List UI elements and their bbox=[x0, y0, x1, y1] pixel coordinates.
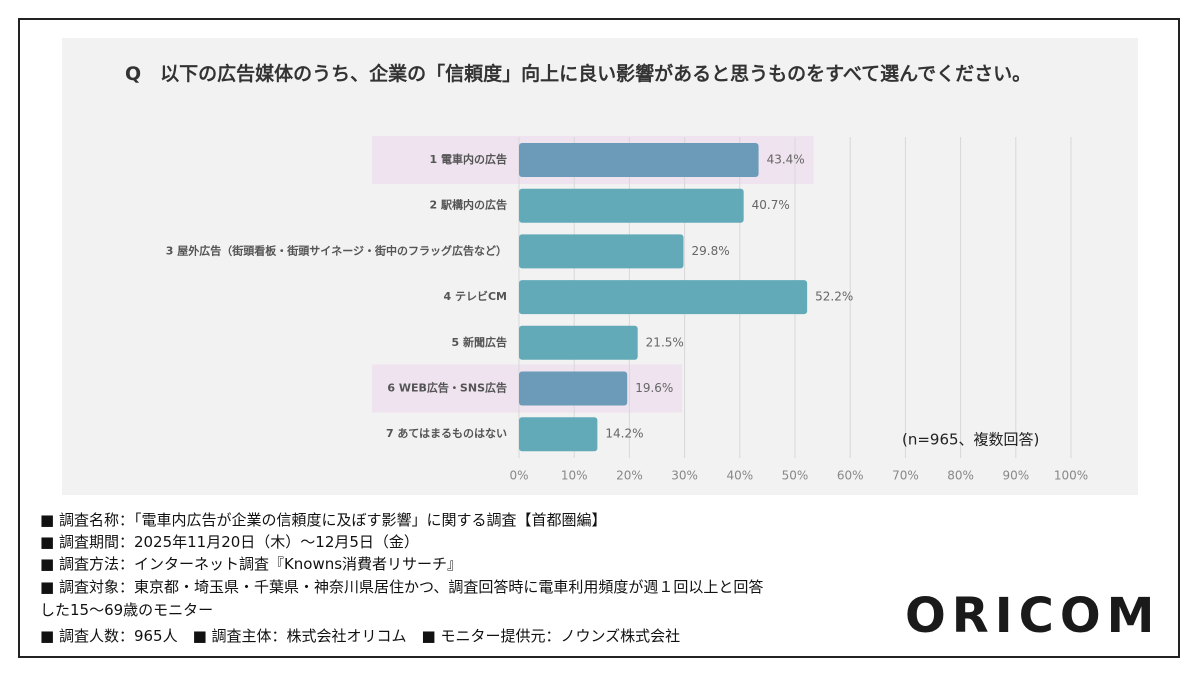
x-tick-label: 20% bbox=[616, 469, 643, 483]
category-label: 1 電車内の広告 bbox=[430, 152, 507, 166]
value-label: 19.6% bbox=[635, 381, 673, 395]
chart-title: Q 以下の広告媒体のうち、企業の「信頼度」向上に良い影響があると思うものをすべて… bbox=[125, 63, 1032, 85]
bar bbox=[519, 325, 638, 360]
x-tick-label: 0% bbox=[509, 469, 528, 483]
x-tick-label: 80% bbox=[947, 469, 974, 483]
category-label: 5 新聞広告 bbox=[452, 335, 507, 349]
category-label: 6 WEB広告・SNS広告 bbox=[387, 381, 507, 395]
bar bbox=[519, 188, 744, 223]
note: した15〜69歳のモニター bbox=[40, 601, 214, 619]
value-label: 40.7% bbox=[752, 198, 790, 212]
value-label: 21.5% bbox=[646, 335, 684, 349]
note: ■ 調査名称：「電車内広告が企業の信頼度に及ぼす影響」に関する調査【首都圏編】 bbox=[40, 511, 607, 529]
value-label: 14.2% bbox=[605, 427, 643, 441]
category-label: 2 駅構内の広告 bbox=[430, 198, 507, 212]
x-tick-label: 100% bbox=[1054, 469, 1088, 483]
x-tick-label: 90% bbox=[1002, 469, 1029, 483]
value-label: 43.4% bbox=[767, 153, 805, 167]
category-label: 4 テレビCM bbox=[443, 289, 507, 303]
note: ■ 調査期間：2025年11月20日（木）〜12月5日（金） bbox=[40, 533, 419, 551]
x-tick-label: 10% bbox=[561, 469, 588, 483]
frame bbox=[18, 18, 1180, 658]
bar bbox=[519, 417, 598, 452]
x-tick-label: 70% bbox=[892, 469, 919, 483]
note: ■ 調査方法：インターネット調査『Knowns消費者リサーチ』 bbox=[40, 555, 463, 573]
x-tick-label: 30% bbox=[671, 469, 698, 483]
x-tick-label: 60% bbox=[837, 469, 864, 483]
bar bbox=[519, 371, 628, 406]
logo: ORICOM bbox=[905, 588, 1161, 644]
value-label: 29.8% bbox=[691, 244, 729, 258]
value-label: 52.2% bbox=[815, 290, 853, 304]
category-label: 7 あてはまるものはない bbox=[386, 427, 507, 440]
annotation: (n=965、複数回答) bbox=[902, 431, 1039, 449]
note: ■ 調査人数：965人 ■ 調査主体：株式会社オリコム ■ モニター提供元：ノウ… bbox=[40, 627, 681, 645]
category-label: 3 屋外広告（街頭看板・街頭サイネージ・街中のフラッグ広告など） bbox=[166, 243, 507, 257]
bar bbox=[519, 143, 759, 177]
x-tick-label: 40% bbox=[726, 469, 753, 483]
note: ■ 調査対象：東京都・埼玉県・千葉県・神奈川県居住かつ、調査回答時に電車利用頻度… bbox=[40, 578, 764, 596]
bar bbox=[519, 280, 808, 315]
x-tick-label: 50% bbox=[782, 469, 809, 483]
bar bbox=[519, 234, 684, 269]
